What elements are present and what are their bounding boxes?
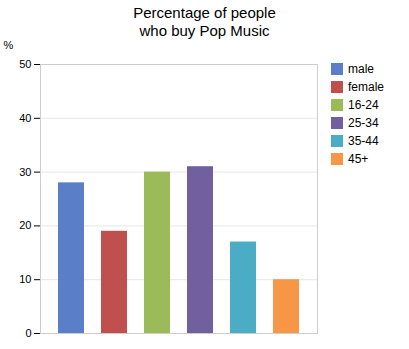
html-text:male: male (348, 62, 374, 76)
svg-text:30: 30 (19, 166, 31, 178)
html-text:25-34: 25-34 (348, 116, 379, 130)
svg-text:%: % (4, 39, 14, 51)
svg-text:10: 10 (19, 273, 31, 285)
svg-text:50: 50 (19, 58, 31, 70)
html-text:45+: 45+ (348, 152, 369, 166)
svg-text:0: 0 (25, 327, 31, 339)
html-text:female: female (348, 80, 384, 94)
html-text:Percentage of people who buy P: Percentage of people who buy Pop Music (133, 4, 276, 39)
html-text:16-24: 16-24 (348, 98, 379, 112)
svg-text:40: 40 (19, 112, 31, 124)
html-text:35-44: 35-44 (348, 134, 379, 148)
svg-text:20: 20 (19, 219, 31, 231)
